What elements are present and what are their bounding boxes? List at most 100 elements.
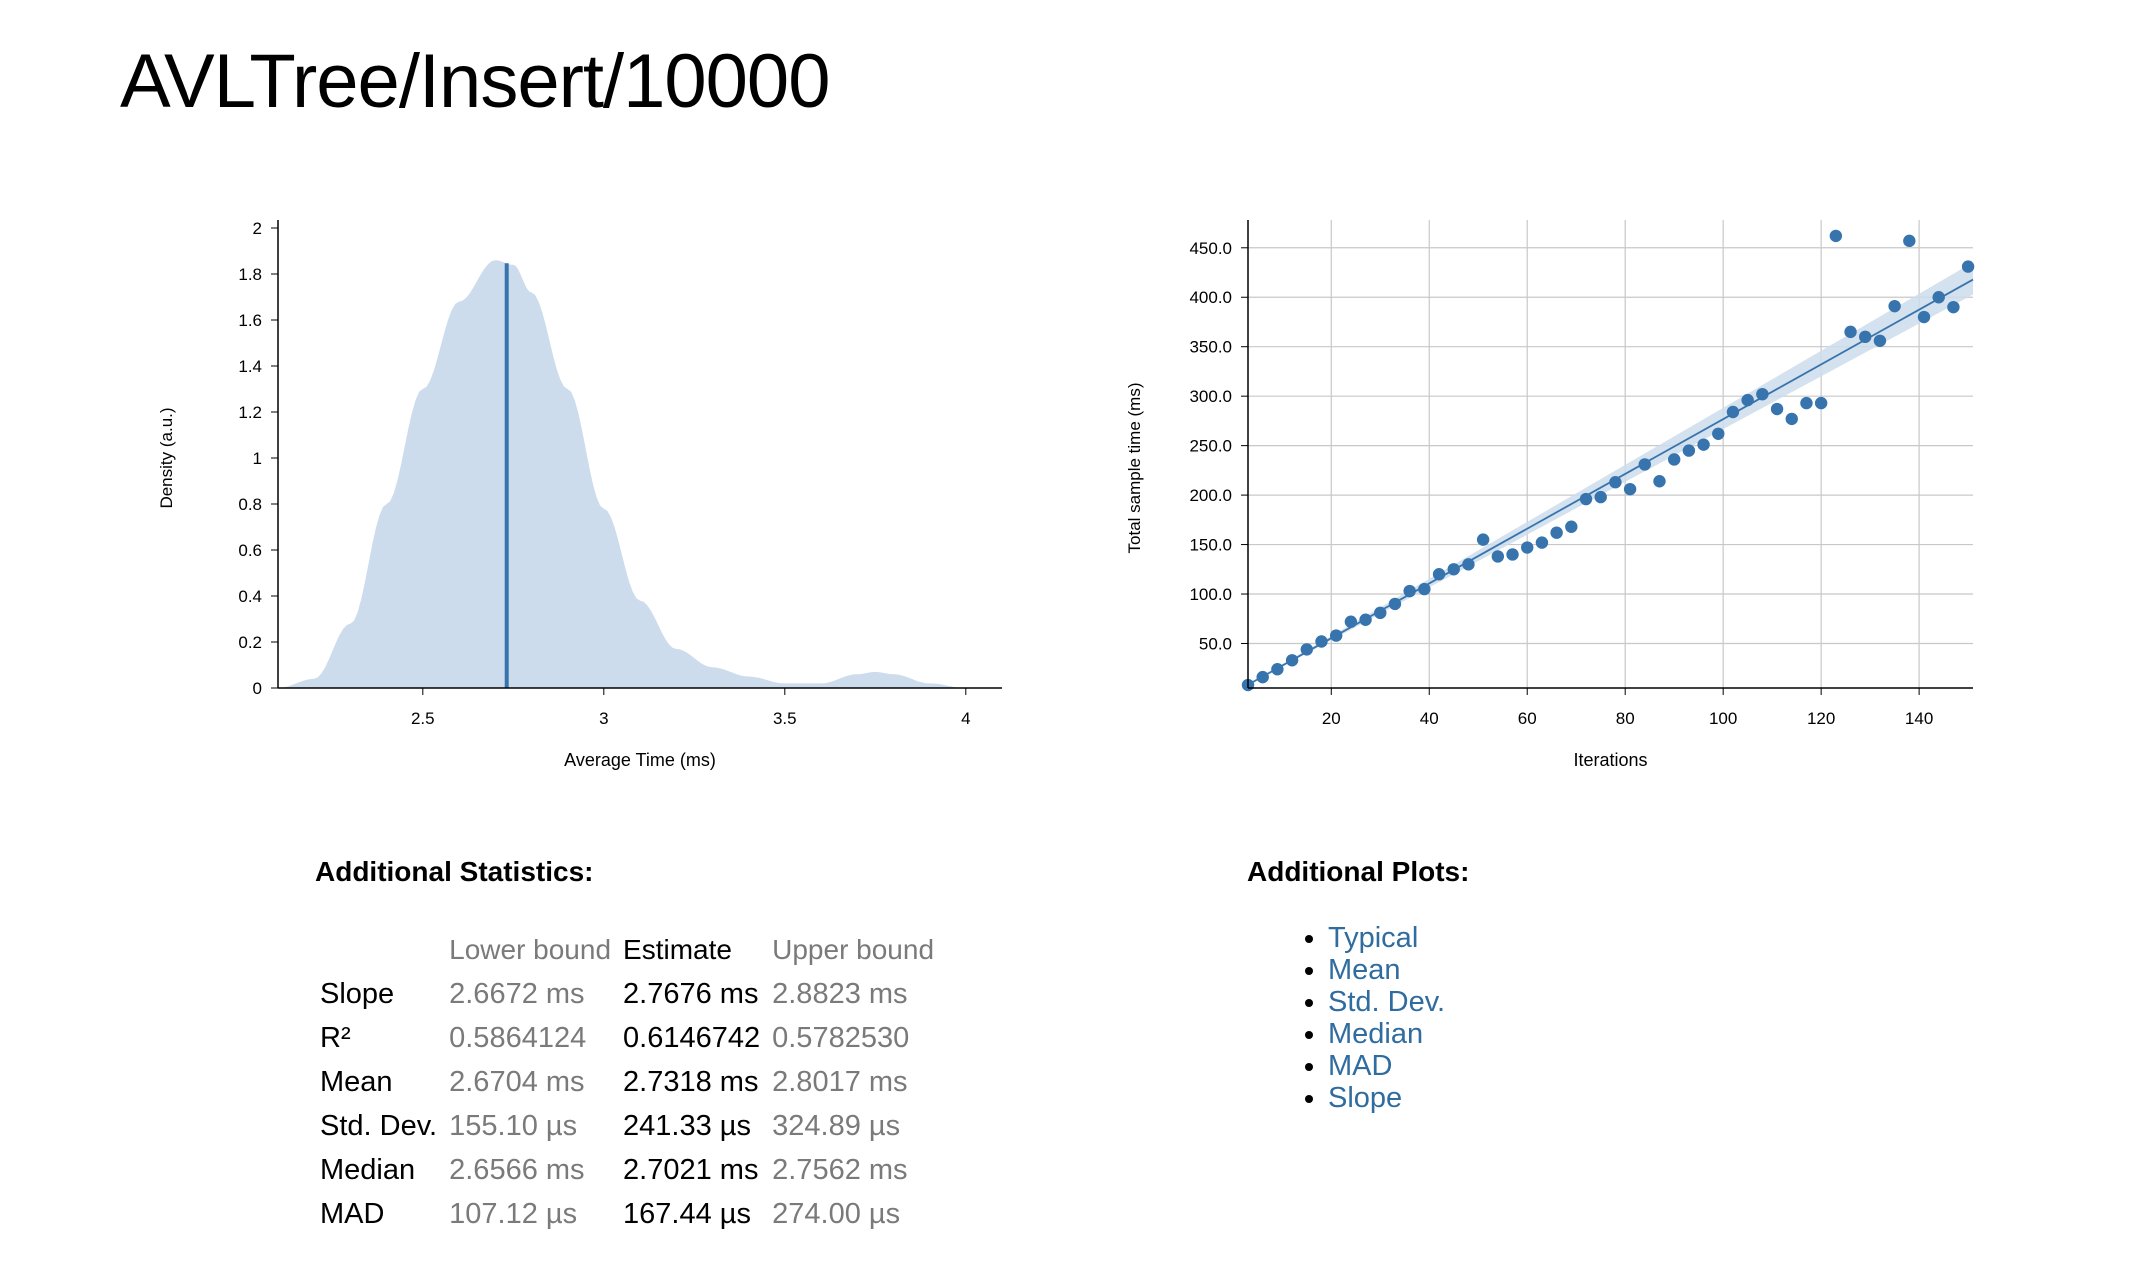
data-point bbox=[1462, 558, 1475, 571]
x-tick-label: 100 bbox=[1709, 709, 1737, 728]
data-point bbox=[1300, 643, 1313, 656]
plot-link-std-dev[interactable]: Std. Dev. bbox=[1328, 986, 1446, 1018]
y-tick-label: 0.8 bbox=[238, 495, 262, 514]
x-tick-label: 120 bbox=[1807, 709, 1835, 728]
x-axis-label: Iterations bbox=[1573, 750, 1647, 770]
column-header-estimate: Estimate bbox=[623, 934, 732, 965]
x-tick-label: 20 bbox=[1322, 709, 1341, 728]
upper-bound-value: 2.8017 ms bbox=[772, 1065, 908, 1098]
x-tick-label: 4 bbox=[961, 709, 970, 728]
data-point bbox=[1432, 568, 1446, 581]
plot-link-mean[interactable]: Mean bbox=[1328, 954, 1401, 986]
column-header-upper-bound: Upper bound bbox=[772, 934, 935, 965]
data-point bbox=[1859, 330, 1872, 344]
y-tick-label: 2 bbox=[253, 219, 262, 238]
data-point bbox=[1653, 475, 1666, 488]
upper-bound-value: 2.7562 ms bbox=[772, 1153, 908, 1186]
data-point bbox=[1476, 533, 1490, 546]
data-point bbox=[1579, 492, 1593, 506]
data-point bbox=[1682, 444, 1696, 457]
page-title: AVLTree/Insert/10000 bbox=[120, 39, 830, 124]
upper-bound-value: 324.89 µs bbox=[772, 1109, 901, 1142]
data-point bbox=[1388, 597, 1402, 611]
y-tick-label: 1 bbox=[253, 449, 262, 468]
pdf-chart: 2.5 3 3.5 4 0 0.2 0.4 0.6 0.8 1 1.2 1.4 1.6 1.8 2 Avera… bbox=[157, 219, 1002, 770]
table-row: MAD 107.12 µs 167.44 µs 274.00 µs bbox=[314, 1192, 940, 1236]
data-point bbox=[1741, 393, 1754, 407]
additional-plots-list: Typical Mean Std. Dev. Median MAD Slope bbox=[1280, 922, 1445, 1114]
row-label: Slope bbox=[320, 977, 395, 1010]
data-point bbox=[1623, 482, 1637, 496]
table-row: Slope 2.6672 ms 2.7676 ms 2.8823 ms bbox=[314, 972, 940, 1016]
plot-link-typical[interactable]: Typical bbox=[1328, 922, 1419, 954]
y-tick-label: 450.0 bbox=[1189, 239, 1232, 258]
x-tick-label: 80 bbox=[1616, 709, 1635, 728]
y-tick-label: 1.2 bbox=[238, 403, 262, 422]
confidence-band bbox=[1248, 262, 1973, 686]
list-item: Mean bbox=[1328, 954, 1445, 986]
data-point bbox=[1506, 548, 1519, 561]
data-point bbox=[1947, 300, 1960, 314]
y-tick-label: 1.6 bbox=[238, 311, 262, 330]
data-point bbox=[1785, 412, 1798, 426]
data-point bbox=[1917, 310, 1931, 324]
list-item: Slope bbox=[1328, 1082, 1445, 1114]
row-label: R² bbox=[320, 1021, 351, 1054]
lower-bound-value: 0.5864124 bbox=[449, 1021, 587, 1054]
lower-bound-value: 155.10 µs bbox=[449, 1109, 578, 1142]
statistics-header-row: Lower bound Estimate Upper bound bbox=[314, 928, 940, 972]
data-point bbox=[1359, 613, 1372, 626]
y-tick-label: 0.6 bbox=[238, 541, 262, 560]
plot-link-slope[interactable]: Slope bbox=[1328, 1082, 1403, 1114]
lower-bound-value: 107.12 µs bbox=[449, 1197, 578, 1230]
lower-bound-value: 2.6566 ms bbox=[449, 1153, 585, 1186]
statistics-table: Lower bound Estimate Upper bound Slope 2… bbox=[314, 928, 940, 1236]
additional-plots-heading: Additional Plots: bbox=[1247, 856, 1470, 887]
lower-bound-value: 2.6672 ms bbox=[449, 977, 585, 1010]
y-tick-label: 0.4 bbox=[238, 587, 262, 606]
y-tick-label: 150.0 bbox=[1189, 536, 1232, 555]
y-tick-label: 50.0 bbox=[1199, 634, 1232, 653]
data-point bbox=[1447, 563, 1460, 576]
data-point bbox=[1521, 541, 1534, 554]
data-point bbox=[1594, 490, 1607, 504]
plot-link-median[interactable]: Median bbox=[1328, 1018, 1424, 1050]
data-point bbox=[1535, 536, 1549, 549]
data-point bbox=[1800, 396, 1813, 410]
row-label: Mean bbox=[320, 1065, 393, 1098]
data-point bbox=[1726, 405, 1740, 419]
density-area bbox=[278, 260, 966, 688]
data-point bbox=[1712, 427, 1725, 440]
x-tick-label: 140 bbox=[1905, 709, 1933, 728]
estimate-value: 2.7318 ms bbox=[623, 1065, 759, 1098]
row-label: Median bbox=[320, 1153, 416, 1186]
y-tick-label: 1.8 bbox=[238, 265, 262, 284]
x-tick-label: 60 bbox=[1518, 709, 1537, 728]
y-tick-label: 0 bbox=[253, 679, 262, 698]
list-item: Median bbox=[1328, 1018, 1445, 1050]
data-point bbox=[1609, 476, 1622, 489]
y-tick-label: 0.2 bbox=[238, 633, 262, 652]
table-row: Median 2.6566 ms 2.7021 ms 2.7562 ms bbox=[314, 1148, 940, 1192]
data-point bbox=[1344, 615, 1358, 628]
data-point bbox=[1638, 458, 1651, 471]
upper-bound-value: 0.5782530 bbox=[772, 1021, 910, 1054]
plot-link-mad[interactable]: MAD bbox=[1328, 1050, 1393, 1082]
column-header-lower-bound: Lower bound bbox=[449, 934, 612, 965]
data-point bbox=[1770, 402, 1784, 416]
data-point bbox=[1961, 260, 1975, 273]
row-label: MAD bbox=[320, 1197, 385, 1230]
data-point bbox=[1888, 299, 1901, 313]
data-point bbox=[1903, 234, 1916, 248]
y-tick-label: 300.0 bbox=[1189, 387, 1232, 406]
row-label: Std. Dev. bbox=[320, 1109, 438, 1142]
y-tick-label: 200.0 bbox=[1189, 486, 1232, 505]
list-item: Typical bbox=[1328, 922, 1445, 954]
data-point bbox=[1667, 453, 1681, 466]
table-row: R² 0.5864124 0.6146742 0.5782530 bbox=[314, 1016, 940, 1060]
y-tick-label: 100.0 bbox=[1189, 585, 1232, 604]
data-point bbox=[1756, 387, 1769, 401]
data-point bbox=[1814, 396, 1828, 410]
data-point bbox=[1329, 629, 1343, 642]
list-item: Std. Dev. bbox=[1328, 986, 1445, 1018]
